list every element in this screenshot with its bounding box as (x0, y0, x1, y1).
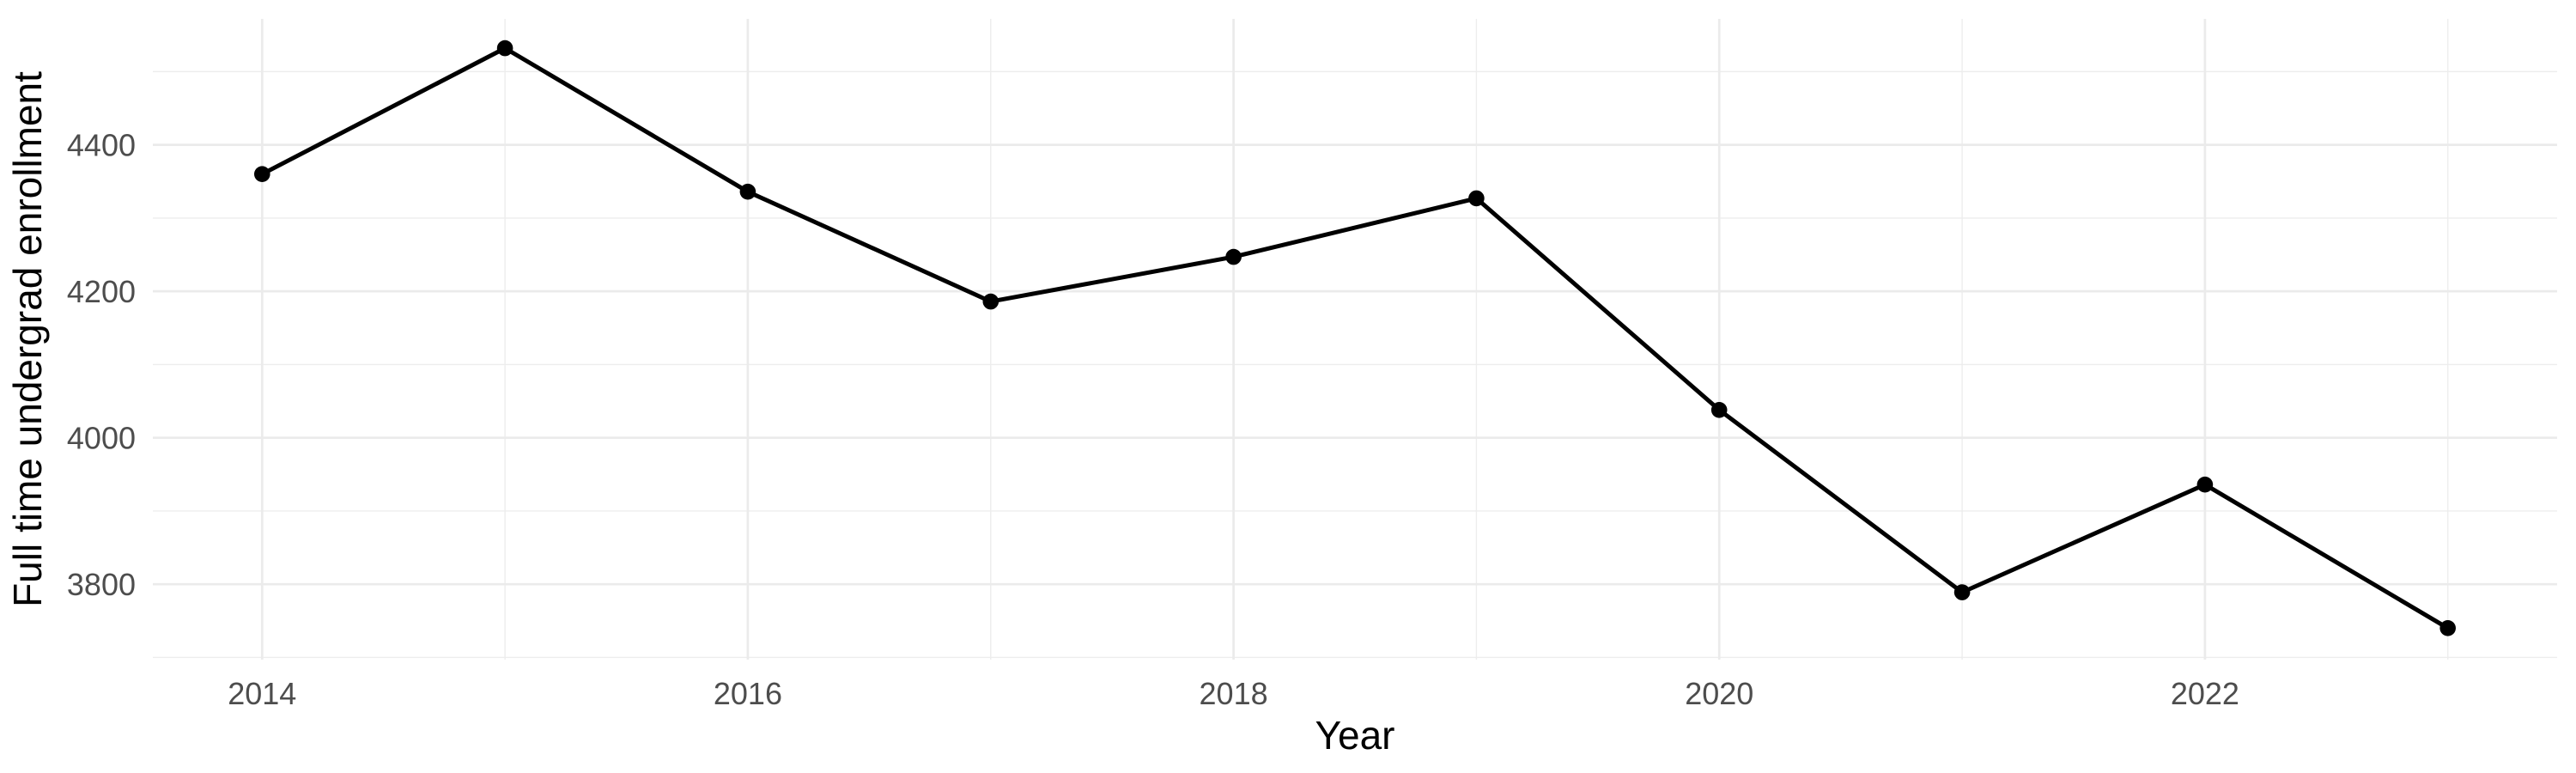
data-point (2439, 620, 2456, 636)
x-axis-title: Year (1315, 713, 1395, 758)
x-tick-label: 2022 (2171, 676, 2239, 711)
data-point (2196, 476, 2214, 493)
data-point (254, 166, 270, 182)
data-point (1468, 190, 1485, 207)
y-tick-label: 4200 (67, 274, 136, 309)
data-point (1710, 402, 1728, 418)
x-tick-label: 2018 (1200, 676, 1268, 711)
y-tick-label: 4400 (67, 128, 136, 163)
data-point (496, 40, 513, 57)
data-point (982, 293, 999, 310)
y-axis-title: Full time undergrad enrollment (5, 71, 50, 607)
y-tick-label: 4000 (67, 421, 136, 456)
data-point (1953, 584, 1971, 600)
enrollment-series-line (261, 46, 2449, 630)
x-tick-label: 2020 (1685, 676, 1753, 711)
y-tick-label: 3800 (67, 567, 136, 602)
x-tick-label: 2016 (714, 676, 782, 711)
data-point (1225, 248, 1242, 265)
data-point (739, 183, 756, 200)
x-tick-label: 2014 (228, 676, 296, 711)
